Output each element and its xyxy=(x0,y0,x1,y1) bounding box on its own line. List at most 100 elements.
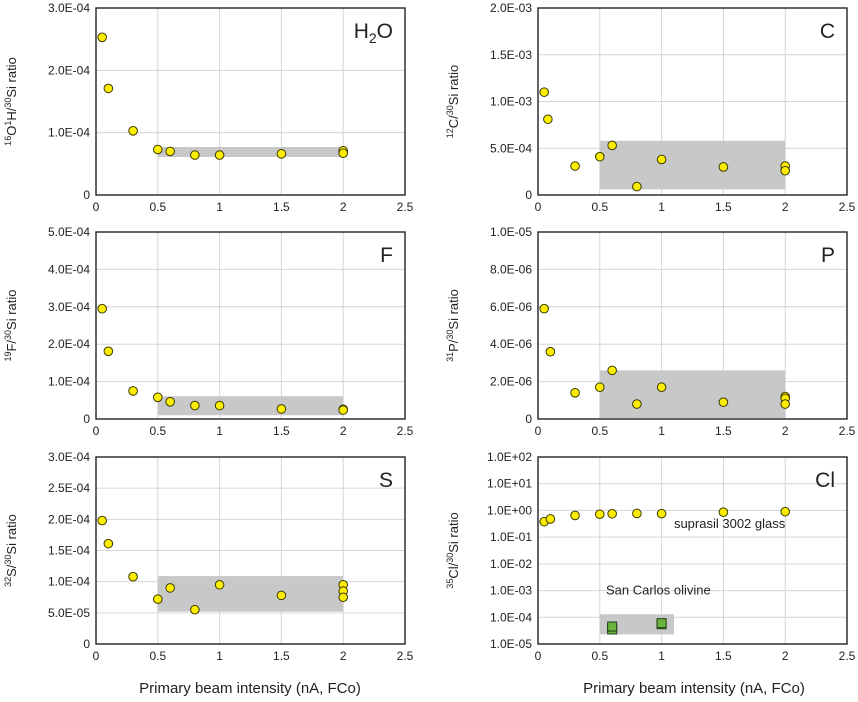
plot-frame xyxy=(537,7,848,196)
y-axis-label-text: Si ratio xyxy=(4,289,19,329)
y-tick-label: 8.0E-06 xyxy=(490,262,532,276)
data-point xyxy=(595,382,605,393)
data-point xyxy=(570,510,580,521)
panel-label: F xyxy=(380,244,393,267)
data-point xyxy=(190,150,200,160)
data-point xyxy=(539,303,549,314)
x-tick-label: 2.5 xyxy=(397,424,414,438)
y-tick-label: 1.0E-04 xyxy=(48,575,90,589)
y-tick-label: 1.0E-04 xyxy=(48,375,90,389)
data-point xyxy=(103,83,114,94)
y-tick-label: 1.0E-04 xyxy=(48,126,90,140)
x-tick-label: 1.5 xyxy=(273,200,290,214)
y-tick-label: 1.5E-03 xyxy=(490,48,532,62)
panel-label: H2O xyxy=(354,20,393,46)
data-point xyxy=(338,405,349,415)
x-tick-label: 1.5 xyxy=(273,424,290,438)
data-point xyxy=(780,506,791,517)
y-tick-label: 2.0E-04 xyxy=(48,63,90,77)
x-tick-label: 1 xyxy=(658,649,665,663)
y-axis-label-superscript: 30 xyxy=(3,98,13,108)
y-axis-label-text: Si ratio xyxy=(446,65,461,105)
x-tick-label: 0 xyxy=(93,649,100,663)
x-tick-label: 0 xyxy=(535,200,542,214)
y-axis-label-superscript: 32 xyxy=(3,577,13,587)
x-tick-label: 0 xyxy=(93,424,100,438)
x-tick-label: 0 xyxy=(535,424,542,438)
y-axis-label-text: F/ xyxy=(4,340,19,352)
y-tick-label: 5.0E-04 xyxy=(490,141,532,155)
x-tick-label: 2 xyxy=(340,649,347,663)
y-tick-label: 5.0E-04 xyxy=(48,225,90,239)
y-axis-label-superscript: 30 xyxy=(3,555,13,565)
x-tick-label: 0.5 xyxy=(591,424,608,438)
y-tick-label: 0 xyxy=(525,412,532,426)
y-tick-label: 1.0E-05 xyxy=(490,637,532,651)
y-axis-label-superscript: 19 xyxy=(3,352,13,362)
panel-label: P xyxy=(821,244,835,267)
x-axis-label-left: Primary beam intensity (nA, FCo) xyxy=(139,680,361,697)
x-tick-label: 2.5 xyxy=(839,424,856,438)
data-point xyxy=(128,386,138,396)
data-point xyxy=(153,144,163,155)
panel-label-text: P xyxy=(821,244,835,267)
data-point xyxy=(780,165,791,176)
x-tick-label: 0.5 xyxy=(149,424,166,438)
y-tick-label: 1.0E-04 xyxy=(490,610,532,624)
data-point xyxy=(97,303,107,314)
data-point xyxy=(539,87,549,97)
range-band xyxy=(599,370,786,419)
y-axis-label-superscript: 12 xyxy=(445,128,455,138)
range-band xyxy=(157,576,344,612)
y-tick-label: 2.0E-06 xyxy=(490,375,532,389)
x-tick-label: 1 xyxy=(658,200,665,214)
y-tick-label: 1.0E-03 xyxy=(490,584,532,598)
range-band xyxy=(157,147,344,157)
y-tick-label: 4.0E-06 xyxy=(490,337,532,351)
y-tick-label: 1.5E-04 xyxy=(48,544,90,558)
panel-label-text: H xyxy=(354,20,369,43)
y-tick-label: 3.0E-04 xyxy=(48,1,90,15)
data-point xyxy=(570,388,580,398)
x-tick-label: 2 xyxy=(782,424,789,438)
olivine-data-point xyxy=(607,621,618,632)
data-point xyxy=(338,148,349,159)
data-point xyxy=(97,515,107,526)
x-tick-label: 1.5 xyxy=(273,649,290,663)
y-axis-label-superscript: 30 xyxy=(3,330,13,340)
y-axis-label-superscript: 35 xyxy=(445,579,455,589)
y-axis-label-superscript: 30 xyxy=(445,553,455,563)
x-tick-label: 1 xyxy=(216,649,223,663)
data-point xyxy=(570,161,580,171)
x-tick-label: 0 xyxy=(535,649,542,663)
panel-h2o: 0 0.5 1 1.5 2 2.501.0E-042.0E-043.0E-04H2O16O… xyxy=(3,1,414,214)
y-tick-label: 1.0E-03 xyxy=(490,95,532,109)
data-point xyxy=(103,346,114,357)
plot-frame xyxy=(95,7,406,196)
data-point xyxy=(595,509,605,520)
panel-label-text: O xyxy=(377,20,393,43)
data-point xyxy=(190,400,200,411)
data-point xyxy=(780,399,791,409)
data-point xyxy=(165,396,175,407)
data-point xyxy=(214,400,225,411)
y-tick-label: 1.0E+00 xyxy=(487,503,532,517)
y-tick-label: 1.0E-01 xyxy=(490,530,532,544)
y-axis-label-superscript: 16 xyxy=(3,136,13,146)
data-point xyxy=(545,346,556,357)
x-tick-label: 0.5 xyxy=(149,649,166,663)
data-point xyxy=(338,592,349,603)
x-tick-label: 1.5 xyxy=(715,649,732,663)
y-axis-label-superscript: 31 xyxy=(445,352,455,362)
data-point xyxy=(276,590,287,601)
data-point xyxy=(165,146,175,157)
y-tick-label: 0 xyxy=(83,412,90,426)
plot-frame xyxy=(95,231,406,420)
y-tick-label: 0 xyxy=(83,637,90,651)
y-axis-label: 31P/30Si ratio xyxy=(445,289,461,362)
x-tick-label: 2.5 xyxy=(397,200,414,214)
y-tick-label: 0 xyxy=(525,188,532,202)
data-point xyxy=(718,162,729,172)
panel-label: S xyxy=(379,469,393,492)
data-point xyxy=(656,508,667,519)
